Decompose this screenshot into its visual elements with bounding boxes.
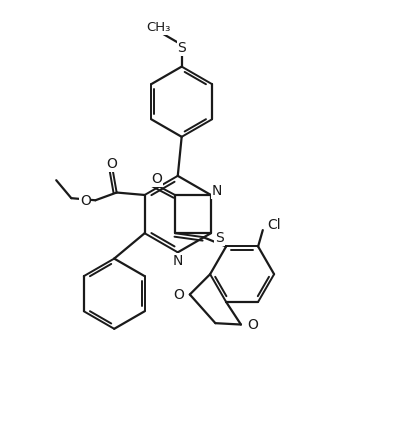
Text: N: N xyxy=(212,184,222,198)
Text: S: S xyxy=(215,231,224,245)
Text: CH₃: CH₃ xyxy=(146,21,171,34)
Text: S: S xyxy=(177,41,186,55)
Text: O: O xyxy=(107,157,118,171)
Text: O: O xyxy=(151,172,162,186)
Text: N: N xyxy=(173,254,184,268)
Text: O: O xyxy=(247,318,258,332)
Text: O: O xyxy=(80,194,91,208)
Text: Cl: Cl xyxy=(268,218,281,232)
Text: O: O xyxy=(173,288,184,302)
